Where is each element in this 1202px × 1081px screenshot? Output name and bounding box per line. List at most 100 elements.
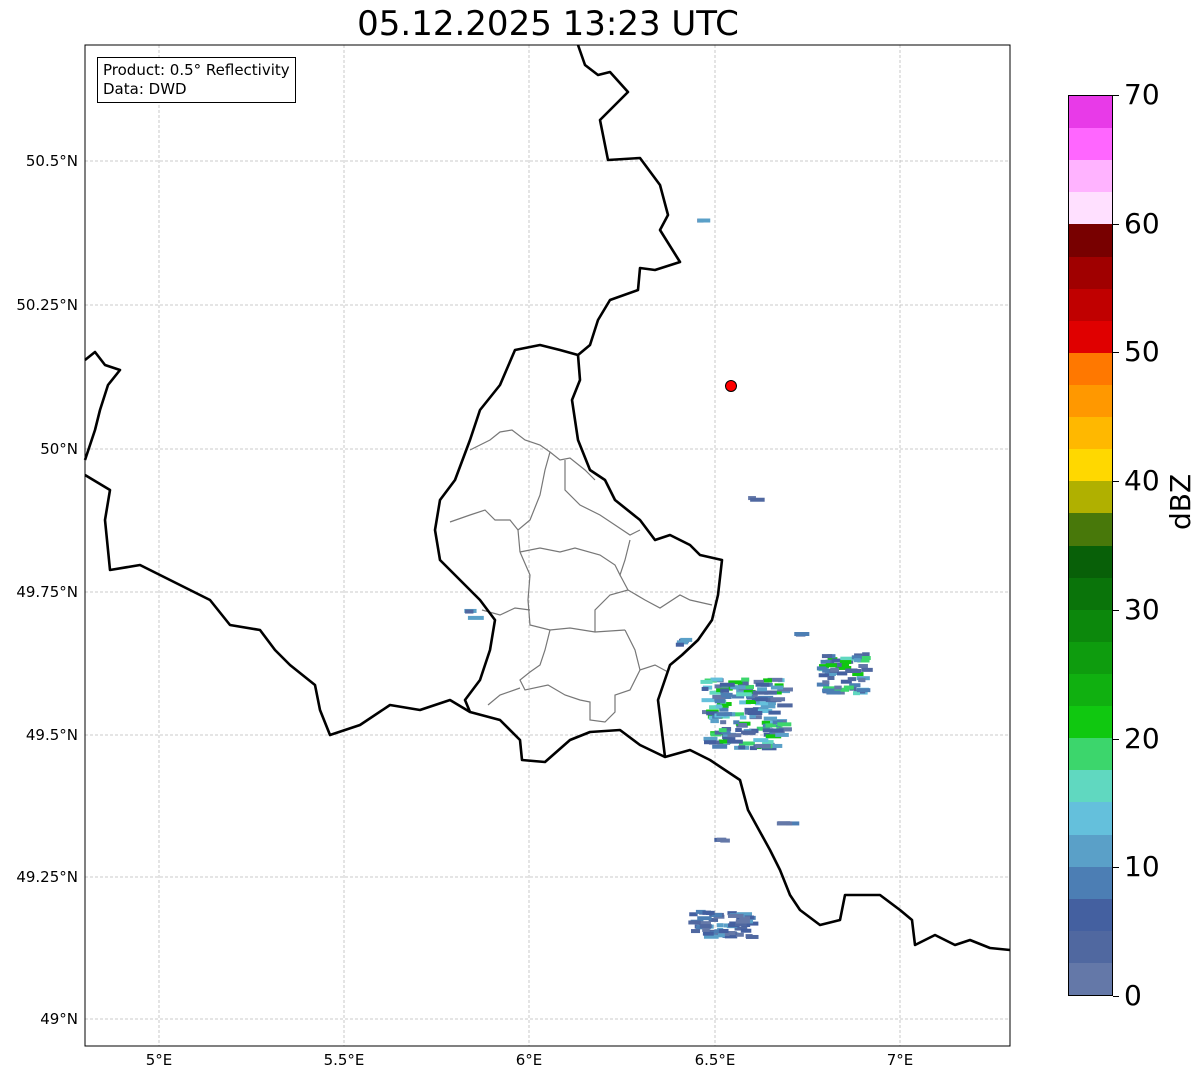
echo-cell <box>716 688 724 693</box>
colorbar-bin <box>1069 770 1112 803</box>
echo-cell <box>675 642 684 647</box>
echo-cell <box>702 931 714 936</box>
colorbar-bin <box>1069 545 1112 578</box>
echo-cell <box>849 683 861 688</box>
echo-cell <box>739 916 751 921</box>
echo-cell <box>739 700 751 705</box>
product-label: Product: 0.5° Reflectivity <box>103 61 290 79</box>
echo-cell <box>830 667 839 672</box>
lon-label: 5.5°E <box>323 1051 365 1069</box>
echo-cell <box>736 692 752 697</box>
colorbar-tick-label: 60 <box>1124 206 1160 240</box>
colorbar <box>1068 95 1113 996</box>
echo-cell <box>766 743 783 748</box>
echo-cell <box>861 667 873 672</box>
colorbar-bin <box>1069 866 1112 899</box>
colorbar-bin <box>1069 834 1112 867</box>
echo-cell <box>847 677 857 682</box>
echo-cell <box>853 658 861 663</box>
echo-cell <box>772 730 785 735</box>
echo-cell <box>762 728 774 733</box>
echo-cell <box>730 685 746 690</box>
echo-cell <box>774 683 784 688</box>
map-frame <box>84 44 1011 1047</box>
echo-cell <box>741 677 750 682</box>
echo-cell <box>840 679 852 684</box>
echo-cell <box>722 737 736 742</box>
echo-cell <box>764 690 777 695</box>
echo-cell <box>765 734 782 739</box>
echo-cell <box>754 701 769 706</box>
echo-cell <box>727 911 737 916</box>
colorbar-bin <box>1069 192 1112 225</box>
echo-cell <box>712 744 728 749</box>
echo-cell <box>834 685 842 690</box>
echo-cell <box>777 821 791 826</box>
echo-cell <box>701 686 709 691</box>
echo-cell <box>703 740 717 745</box>
colorbar-tick <box>1113 352 1119 354</box>
echo-cell <box>702 927 710 932</box>
echo-cell <box>821 654 833 659</box>
echo-cell <box>720 720 727 725</box>
echo-cell <box>715 704 722 709</box>
echo-cell <box>738 723 747 728</box>
lon-label: 7°E <box>886 1051 914 1069</box>
echo-cell <box>709 705 723 710</box>
echo-cell <box>734 926 748 931</box>
colorbar-bin <box>1069 96 1112 129</box>
colorbar-tick <box>1113 738 1119 740</box>
echo-cell <box>719 682 735 687</box>
echo-cell <box>822 688 835 693</box>
echo-cell <box>816 666 828 671</box>
colorbar-bin <box>1069 609 1112 642</box>
echo-cell <box>837 671 848 676</box>
lat-label: 50.25°N <box>16 296 78 314</box>
echo-cell <box>859 656 871 661</box>
lat-label: 50.5°N <box>25 152 78 170</box>
echo-cell <box>711 912 723 917</box>
canton-borders <box>449 429 713 723</box>
echo-cell <box>823 686 839 691</box>
echo-cell <box>778 727 792 732</box>
colorbar-bin <box>1069 320 1112 353</box>
echo-cell <box>718 728 727 733</box>
echo-cell <box>727 913 744 918</box>
echo-cell <box>775 732 789 737</box>
echo-cell <box>829 662 846 667</box>
echo-cell <box>777 722 792 727</box>
colorbar-label: dBZ <box>1164 473 1197 530</box>
echo-cell <box>714 730 722 735</box>
echo-cell <box>760 704 776 709</box>
echo-cell <box>722 703 729 708</box>
echo-cell <box>745 700 757 705</box>
echo-cell <box>826 690 841 695</box>
lon-label: 6.5°E <box>694 1051 736 1069</box>
echo-cell <box>688 920 701 925</box>
colorbar-bin <box>1069 384 1112 418</box>
echo-cell <box>818 673 830 678</box>
echo-cell <box>699 924 712 929</box>
echo-cell <box>761 746 777 751</box>
radar-site-marker <box>725 380 737 392</box>
colorbar-bin <box>1069 898 1112 931</box>
echo-cell <box>697 916 712 921</box>
echo-cell <box>857 658 870 663</box>
echo-cell <box>714 699 726 704</box>
echo-cell <box>837 665 852 670</box>
echo-cell <box>753 738 769 743</box>
colorbar-tick-label: 50 <box>1124 335 1160 369</box>
echo-cell <box>837 690 845 695</box>
echo-cell <box>770 728 784 733</box>
echo-cell <box>689 912 698 917</box>
echo-cell <box>786 821 800 826</box>
echo-cell <box>730 712 744 717</box>
colorbar-tick <box>1113 867 1119 869</box>
echo-cell <box>772 720 783 725</box>
echo-cell <box>763 678 772 683</box>
echo-cell <box>751 694 758 699</box>
echo-cell <box>676 640 689 645</box>
product-info-box: Product: 0.5° Reflectivity Data: DWD <box>97 57 296 103</box>
echo-cell <box>757 687 767 692</box>
echo-cell <box>728 680 743 685</box>
